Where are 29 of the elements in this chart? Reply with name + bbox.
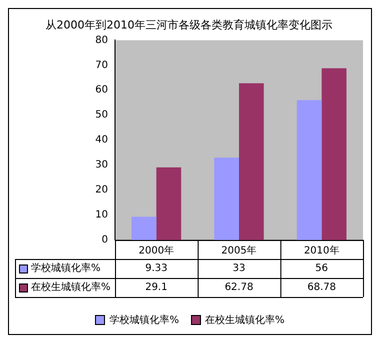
- bar: [296, 100, 322, 240]
- y-tick-label: 0: [102, 234, 108, 246]
- x-tick-label: 2005年: [221, 244, 257, 257]
- data-label: 33: [232, 263, 246, 274]
- bar: [132, 216, 156, 240]
- bar: [156, 167, 182, 240]
- bar: [239, 83, 264, 240]
- legend-label: 学校城镇化率%: [31, 262, 101, 274]
- data-label: 68.78: [307, 282, 336, 294]
- data-label: 9.33: [145, 263, 168, 274]
- y-tick-label: 80: [95, 34, 108, 46]
- y-tick-label: 40: [95, 134, 108, 146]
- y-tick-label: 50: [95, 110, 108, 121]
- x-tick-label: 2010年: [304, 244, 340, 257]
- data-label: 29.1: [145, 282, 168, 294]
- y-tick-label: 30: [95, 160, 108, 171]
- data-label: 62.78: [224, 282, 254, 294]
- text: 学校城镇化率%: [109, 315, 179, 326]
- bar: [322, 68, 346, 240]
- y-tick-label: 60: [95, 84, 108, 96]
- y-tick-label: 70: [95, 60, 108, 71]
- text: 在校生城镇化率%: [205, 315, 285, 326]
- y-tick-label: 20: [95, 184, 108, 196]
- data-label: 56: [315, 263, 328, 274]
- legend-label: 在校生城镇化率%: [31, 281, 111, 294]
- bar: [214, 158, 239, 240]
- x-tick-label: 2000年: [138, 244, 174, 257]
- y-tick-label: 10: [95, 210, 108, 221]
- chart-title: 从2000年到2010年三河市各级各类教育城镇化率变化图示: [46, 18, 332, 32]
